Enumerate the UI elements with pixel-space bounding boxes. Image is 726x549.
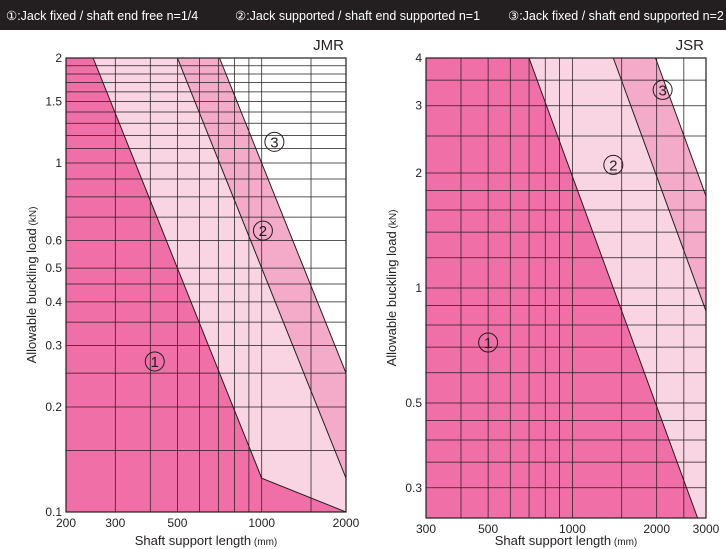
x-tick-label: 300 — [416, 522, 436, 536]
chart-jmr: 1 2 3 0.1 0.2 0.3 0.4 0.5 0.6 1 1.5 2 200 300 500 1000 2… — [24, 37, 360, 548]
x-tick-label: 500 — [167, 516, 187, 530]
region-label-1: 1 — [151, 354, 159, 371]
plot-frame — [65, 57, 347, 513]
chart-title: JSR — [676, 37, 705, 54]
x-tick-label: 2000 — [333, 516, 360, 530]
y-axis-unit: (kN) — [388, 210, 399, 232]
x-axis-label: Shaft support length (mm) — [495, 533, 637, 548]
y-tick-label: 0.3 — [45, 339, 62, 353]
y-tick-label: 2 — [415, 166, 422, 180]
y-axis-unit: (kN) — [28, 207, 39, 229]
y-axis-title: Allowable buckling load — [384, 231, 399, 366]
x-tick-label: 2000 — [643, 522, 670, 536]
plot-area — [66, 58, 346, 512]
plot-area — [426, 58, 706, 518]
y-tick-label: 0.5 — [405, 396, 422, 410]
y-tick-label: 1 — [415, 281, 422, 295]
region-label-circle-1 — [144, 351, 165, 372]
x-tick-label: 500 — [478, 522, 498, 536]
series-line-2 — [612, 58, 706, 312]
y-tick-label: 0.2 — [45, 400, 62, 414]
y-tick-label: 0.3 — [405, 481, 422, 495]
series-line-1 — [92, 58, 346, 512]
series-line-3 — [655, 58, 706, 197]
y-axis-label: Allowable buckling load (kN) — [24, 207, 39, 364]
x-tick-label: 1000 — [559, 522, 586, 536]
plot-frame — [425, 57, 707, 519]
y-tick-label: 2 — [55, 51, 62, 65]
x-tick-label: 3000 — [693, 522, 720, 536]
region-1-fill — [66, 58, 346, 512]
region-label-3: 3 — [658, 82, 666, 99]
x-axis-title: Shaft support length — [495, 533, 611, 548]
series-line-2 — [176, 58, 346, 479]
y-tick-label: 4 — [415, 51, 422, 65]
x-tick-label: 1000 — [248, 516, 275, 530]
y-tick-label: 0.4 — [45, 295, 62, 309]
region-label-circle-1 — [478, 332, 499, 353]
y-tick-label: 1 — [55, 156, 62, 170]
series-line-1 — [528, 58, 699, 518]
x-axis-unit: (mm) — [251, 537, 277, 548]
region-label-circle-3 — [264, 131, 285, 152]
legend-item-3: ③:Jack fixed / shaft end supported n=2 — [508, 9, 724, 23]
y-tick-label: 3 — [415, 99, 422, 113]
legend-item-1: ①:Jack fixed / shaft end free n=1/4 — [6, 9, 199, 23]
region-label-2: 2 — [609, 157, 617, 174]
chart-jsr: 1 2 3 0.3 0.5 1 2 3 4 300 500 1000 2000 3000 JSR Shaft … — [384, 37, 720, 548]
region-label-2: 2 — [259, 223, 267, 240]
chart-title: JMR — [313, 37, 344, 54]
region-label-circle-2 — [252, 220, 273, 241]
y-axis-label: Allowable buckling load (kN) — [384, 210, 399, 367]
region-label-3: 3 — [270, 134, 278, 151]
x-tick-label: 200 — [56, 516, 76, 530]
series-line-3 — [219, 58, 346, 374]
x-axis-title: Shaft support length — [135, 533, 251, 548]
legend-item-2: ②:Jack supported / shaft end supported n… — [235, 9, 481, 23]
x-tick-label: 300 — [105, 516, 125, 530]
region-label-1: 1 — [484, 335, 492, 352]
y-axis-title: Allowable buckling load — [24, 228, 39, 363]
region-label-circle-3 — [652, 79, 673, 100]
x-axis-unit: (mm) — [611, 537, 637, 548]
y-tick-label: 1.5 — [45, 95, 62, 109]
y-tick-label: 0.5 — [45, 261, 62, 275]
y-tick-label: 0.6 — [45, 233, 62, 247]
legend-header: ①:Jack fixed / shaft end free n=1/4 ②:Ja… — [0, 0, 726, 30]
y-tick-label: 0.1 — [45, 505, 62, 519]
x-axis-label: Shaft support length (mm) — [135, 533, 277, 548]
region-label-circle-2 — [603, 154, 624, 175]
